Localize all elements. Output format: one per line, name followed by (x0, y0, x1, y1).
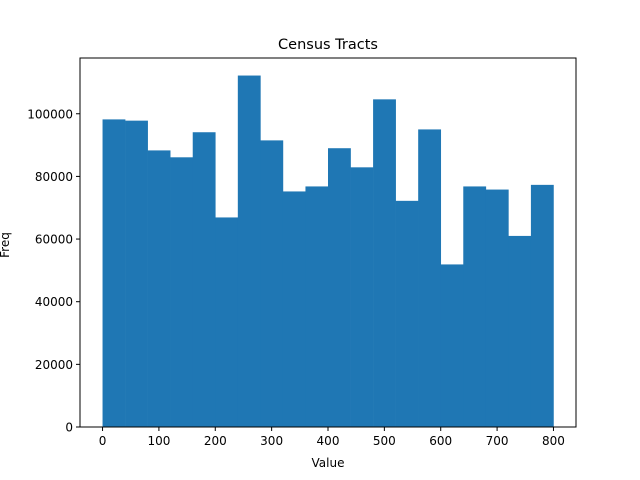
histogram-bar (485, 189, 509, 427)
x-tick-label: 200 (204, 434, 227, 448)
histogram-bar (215, 217, 239, 427)
histogram-bar (125, 120, 148, 427)
histogram-bar (102, 119, 126, 428)
histogram-bar (440, 264, 464, 427)
y-tick-label: 80000 (35, 170, 73, 184)
histogram-bar (418, 129, 442, 427)
histogram-bar (260, 140, 284, 427)
histogram-bar (192, 132, 216, 428)
x-tick-label: 0 (99, 434, 107, 448)
y-tick-label: 40000 (35, 295, 73, 309)
histogram-bar (237, 75, 261, 427)
histogram-bar (395, 200, 419, 427)
x-tick-label: 100 (147, 434, 170, 448)
histogram-bar (373, 99, 396, 427)
chart-title: Census Tracts (278, 37, 378, 53)
histogram-bar (463, 186, 487, 427)
y-tick-label: 20000 (35, 358, 73, 372)
y-tick-label: 0 (65, 421, 73, 435)
y-tick-label: 100000 (27, 107, 73, 121)
y-tick-label: 60000 (35, 233, 73, 247)
y-ticks: 0 20000 40000 60000 80000 100000 (27, 107, 80, 435)
y-axis-label: Freq (0, 232, 12, 258)
x-axis-label: Value (312, 456, 345, 470)
histogram-bar (530, 184, 554, 427)
x-tick-label: 800 (542, 434, 565, 448)
x-ticks: 0 100 200 300 400 500 600 700 800 (99, 427, 565, 448)
histogram-bar (170, 157, 194, 427)
histogram-bar (328, 148, 351, 427)
bars (102, 75, 554, 428)
x-tick-label: 300 (260, 434, 283, 448)
x-tick-label: 400 (317, 434, 340, 448)
plot-frame (79, 57, 577, 428)
histogram-bar (350, 167, 374, 428)
histogram-bar (282, 191, 306, 427)
histogram-bar (305, 186, 329, 427)
x-tick-label: 500 (373, 434, 396, 448)
histogram-bar (508, 235, 532, 427)
x-tick-label: 600 (429, 434, 452, 448)
x-tick-label: 700 (486, 434, 509, 448)
histogram-bar (147, 150, 171, 427)
